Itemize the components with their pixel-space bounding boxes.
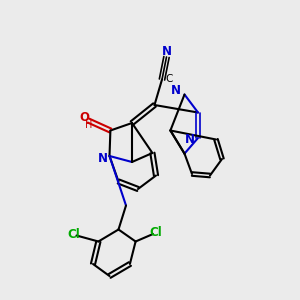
Text: O: O [79,111,89,124]
Text: Cl: Cl [67,227,80,241]
Text: N: N [161,45,172,58]
Text: N: N [171,84,181,98]
Text: N: N [98,152,108,166]
Text: H: H [85,120,92,130]
Text: N: N [184,133,195,146]
Text: Cl: Cl [150,226,162,239]
Text: C: C [166,74,173,85]
